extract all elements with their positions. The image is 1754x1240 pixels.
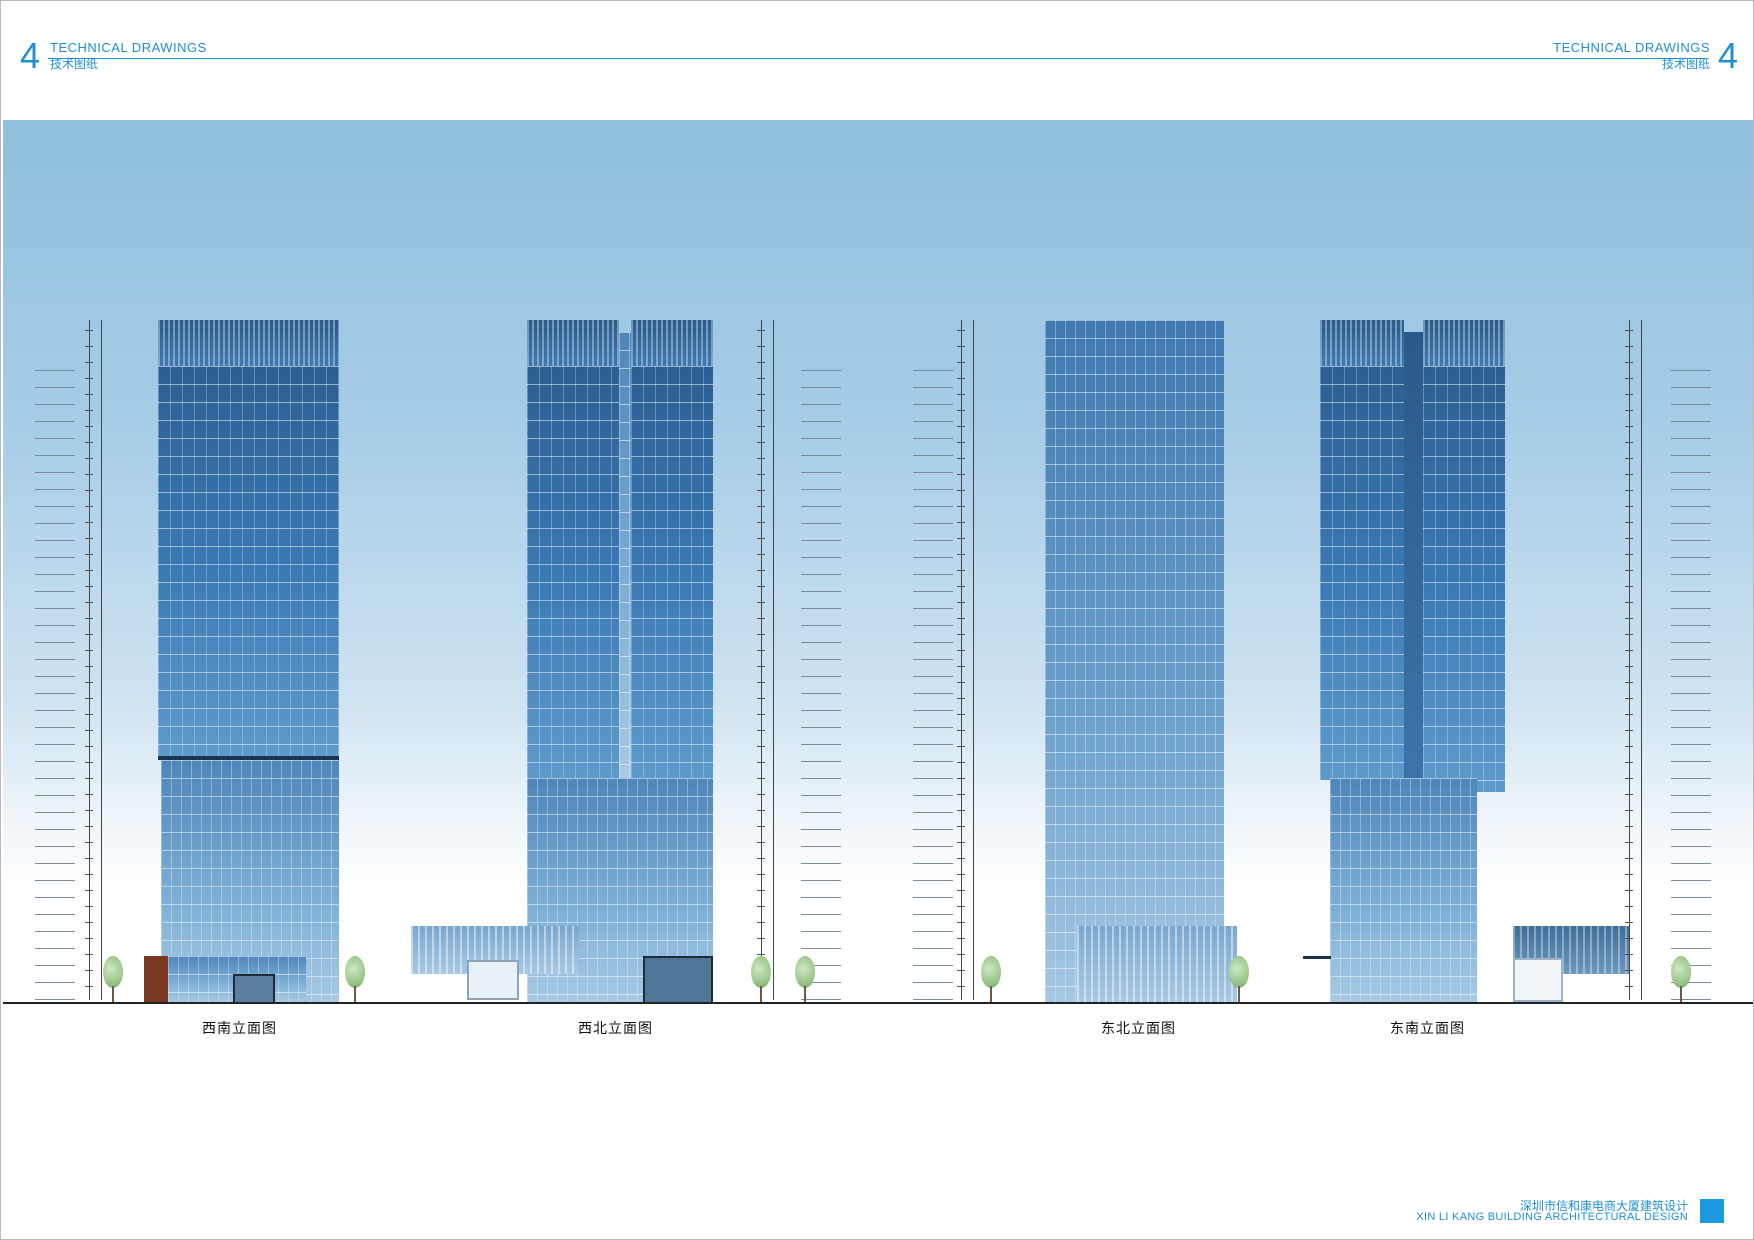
caption-southeast-elevation: 东南立面图 [1390, 1021, 1465, 1037]
footer-logo-square [1700, 1199, 1724, 1223]
tower-upper-4b [1423, 366, 1505, 792]
dimension-ticks-3 [957, 330, 965, 1000]
level-markers-2 [801, 358, 841, 1008]
dimension-line-2b [773, 320, 774, 1000]
dimension-ticks-4 [1625, 330, 1633, 1000]
entrance-1 [233, 974, 275, 1004]
tower-3 [1045, 320, 1224, 1002]
caption-southwest-elevation: 西南立面图 [202, 1021, 277, 1037]
chapter-number-right: 4 [1717, 35, 1738, 76]
tower-upper-1 [158, 366, 339, 758]
chapter-number-left: 4 [20, 35, 41, 76]
dimension-ticks-1 [85, 330, 93, 1000]
tower-lower-4 [1330, 778, 1477, 1002]
level-markers-1 [35, 358, 75, 1008]
tree-2a [751, 956, 771, 1002]
tower-upper-2a [527, 366, 619, 778]
tower-crown-2b [631, 320, 713, 366]
panel-base [3, 1004, 1753, 1010]
tower-crown-4b [1423, 320, 1505, 366]
tower-upper-4a [1320, 366, 1404, 780]
dimension-ticks-2 [757, 330, 765, 1000]
header-title-cn-left: 技术图纸 [50, 57, 99, 71]
canopy-4 [1303, 956, 1331, 959]
entrance-2b [643, 956, 713, 1004]
header-rule [48, 58, 1706, 59]
footer-title-cn: 深圳市信和康电商大厦建筑设计 [1519, 1199, 1688, 1213]
dimension-line-1b [101, 320, 102, 1000]
header-title-cn-right: 技术图纸 [1661, 57, 1710, 71]
tree-3b [1229, 956, 1249, 1002]
header-left: TECHNICAL DRAWINGS 技术图纸 [50, 40, 207, 72]
tree-1a [103, 956, 123, 1002]
entrance-2 [467, 960, 519, 1000]
tree-3a [981, 956, 1001, 1002]
tower-crown-2a [527, 320, 619, 366]
tower-upper-2b [631, 366, 713, 778]
level-markers-3 [913, 358, 953, 1008]
ground-line [3, 1002, 1753, 1004]
footer-title-en: XIN LI KANG BUILDING ARCHITECTURAL DESIG… [1416, 1211, 1688, 1223]
dimension-line-4b [1641, 320, 1642, 1000]
elevation-drawing-panel [3, 120, 1753, 1010]
dimension-line-3b [973, 320, 974, 1000]
level-markers-4 [1671, 358, 1711, 1008]
tree-2b [795, 956, 815, 1002]
caption-northeast-elevation: 东北立面图 [1101, 1021, 1176, 1037]
transfer-band-1 [158, 756, 339, 760]
tower-recess-4 [1404, 332, 1423, 792]
header-right: TECHNICAL DRAWINGS 技术图纸 [1553, 40, 1710, 72]
tower-crown-4a [1320, 320, 1404, 366]
tower-crown-1 [158, 320, 339, 366]
tree-4a [1671, 956, 1691, 1002]
header-title-en-left: TECHNICAL DRAWINGS [50, 40, 207, 55]
caption-northwest-elevation: 西北立面图 [578, 1021, 653, 1037]
tower-recess-2 [619, 332, 631, 778]
entrance-4 [1513, 958, 1563, 1002]
podium-3 [1077, 926, 1237, 1002]
header-title-en-right: TECHNICAL DRAWINGS [1553, 40, 1710, 55]
podium-wall-1 [144, 956, 168, 1002]
tree-1b [345, 956, 365, 1002]
